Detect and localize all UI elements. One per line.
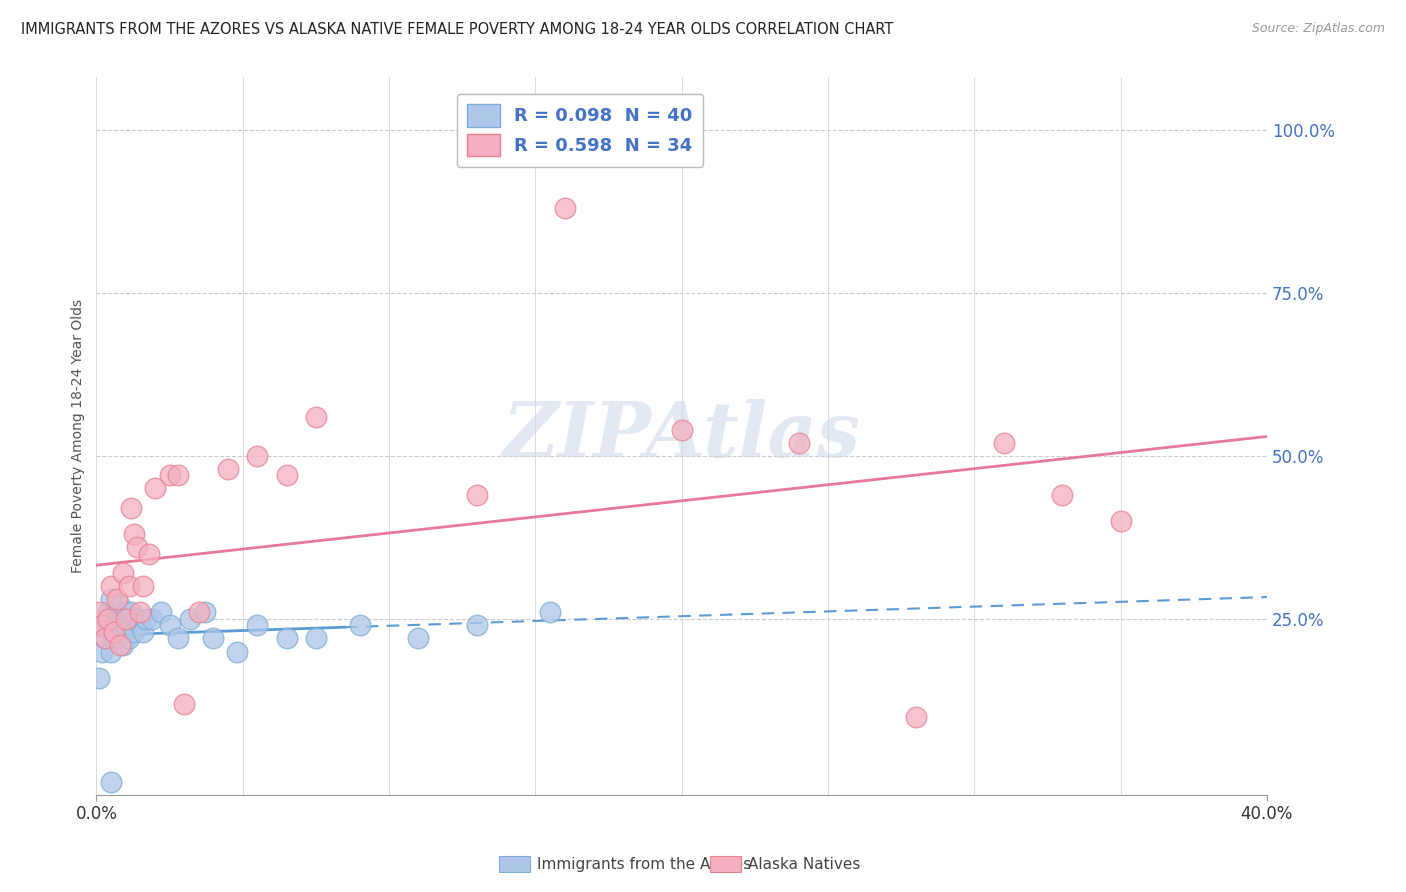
Point bbox=[103, 624, 125, 639]
Point bbox=[100, 592, 122, 607]
Point bbox=[159, 618, 181, 632]
Point bbox=[149, 606, 172, 620]
Point bbox=[904, 710, 927, 724]
Text: Alaska Natives: Alaska Natives bbox=[748, 857, 860, 871]
Point bbox=[159, 468, 181, 483]
Point bbox=[100, 579, 122, 593]
Point bbox=[167, 468, 190, 483]
Point bbox=[129, 618, 152, 632]
Point bbox=[141, 612, 163, 626]
Point bbox=[1109, 514, 1132, 528]
Point bbox=[138, 547, 160, 561]
Point bbox=[94, 632, 117, 646]
Point bbox=[671, 423, 693, 437]
Point bbox=[89, 606, 111, 620]
Point bbox=[143, 482, 166, 496]
Point bbox=[121, 618, 143, 632]
Point bbox=[187, 606, 209, 620]
Point bbox=[97, 618, 120, 632]
Point bbox=[246, 449, 269, 463]
Point bbox=[89, 671, 111, 685]
Point bbox=[1050, 488, 1073, 502]
Point bbox=[225, 644, 247, 658]
Point bbox=[406, 632, 429, 646]
Point bbox=[787, 435, 810, 450]
Point bbox=[276, 632, 298, 646]
Point bbox=[108, 638, 131, 652]
Point bbox=[100, 644, 122, 658]
Text: Immigrants from the Azores: Immigrants from the Azores bbox=[537, 857, 751, 871]
Point bbox=[114, 618, 136, 632]
Point bbox=[465, 488, 488, 502]
Point bbox=[202, 632, 225, 646]
Point bbox=[111, 566, 134, 581]
Point bbox=[167, 632, 190, 646]
Point bbox=[105, 592, 128, 607]
Point bbox=[103, 632, 125, 646]
Text: Source: ZipAtlas.com: Source: ZipAtlas.com bbox=[1251, 22, 1385, 36]
Text: IMMIGRANTS FROM THE AZORES VS ALASKA NATIVE FEMALE POVERTY AMONG 18-24 YEAR OLDS: IMMIGRANTS FROM THE AZORES VS ALASKA NAT… bbox=[21, 22, 893, 37]
Point bbox=[108, 618, 131, 632]
Point bbox=[111, 638, 134, 652]
Point bbox=[132, 624, 155, 639]
Point bbox=[173, 697, 195, 711]
Point bbox=[217, 462, 239, 476]
Point bbox=[127, 540, 149, 554]
Point bbox=[94, 632, 117, 646]
Text: ZIPAtlas: ZIPAtlas bbox=[502, 400, 860, 474]
Point bbox=[117, 632, 139, 646]
Point bbox=[100, 775, 122, 789]
Point bbox=[305, 409, 328, 424]
Point bbox=[124, 624, 146, 639]
Point bbox=[993, 435, 1015, 450]
Point bbox=[194, 606, 217, 620]
Point bbox=[305, 632, 328, 646]
Point bbox=[108, 599, 131, 613]
Point bbox=[117, 579, 139, 593]
Point bbox=[91, 618, 114, 632]
Point bbox=[465, 618, 488, 632]
Point bbox=[127, 612, 149, 626]
Point bbox=[276, 468, 298, 483]
Point bbox=[97, 612, 120, 626]
Point bbox=[349, 618, 371, 632]
Point bbox=[538, 606, 561, 620]
Point bbox=[114, 612, 136, 626]
Point bbox=[554, 201, 576, 215]
Point bbox=[111, 624, 134, 639]
Point bbox=[105, 632, 128, 646]
Point bbox=[129, 606, 152, 620]
Point bbox=[91, 644, 114, 658]
Y-axis label: Female Poverty Among 18-24 Year Olds: Female Poverty Among 18-24 Year Olds bbox=[72, 299, 86, 574]
Point bbox=[121, 501, 143, 516]
Point bbox=[132, 579, 155, 593]
Point bbox=[121, 606, 143, 620]
Point bbox=[103, 612, 125, 626]
Point bbox=[124, 527, 146, 541]
Legend: R = 0.098  N = 40, R = 0.598  N = 34: R = 0.098 N = 40, R = 0.598 N = 34 bbox=[457, 94, 703, 167]
Point bbox=[246, 618, 269, 632]
Point bbox=[114, 606, 136, 620]
Point bbox=[97, 606, 120, 620]
Point bbox=[135, 612, 157, 626]
Point bbox=[179, 612, 201, 626]
